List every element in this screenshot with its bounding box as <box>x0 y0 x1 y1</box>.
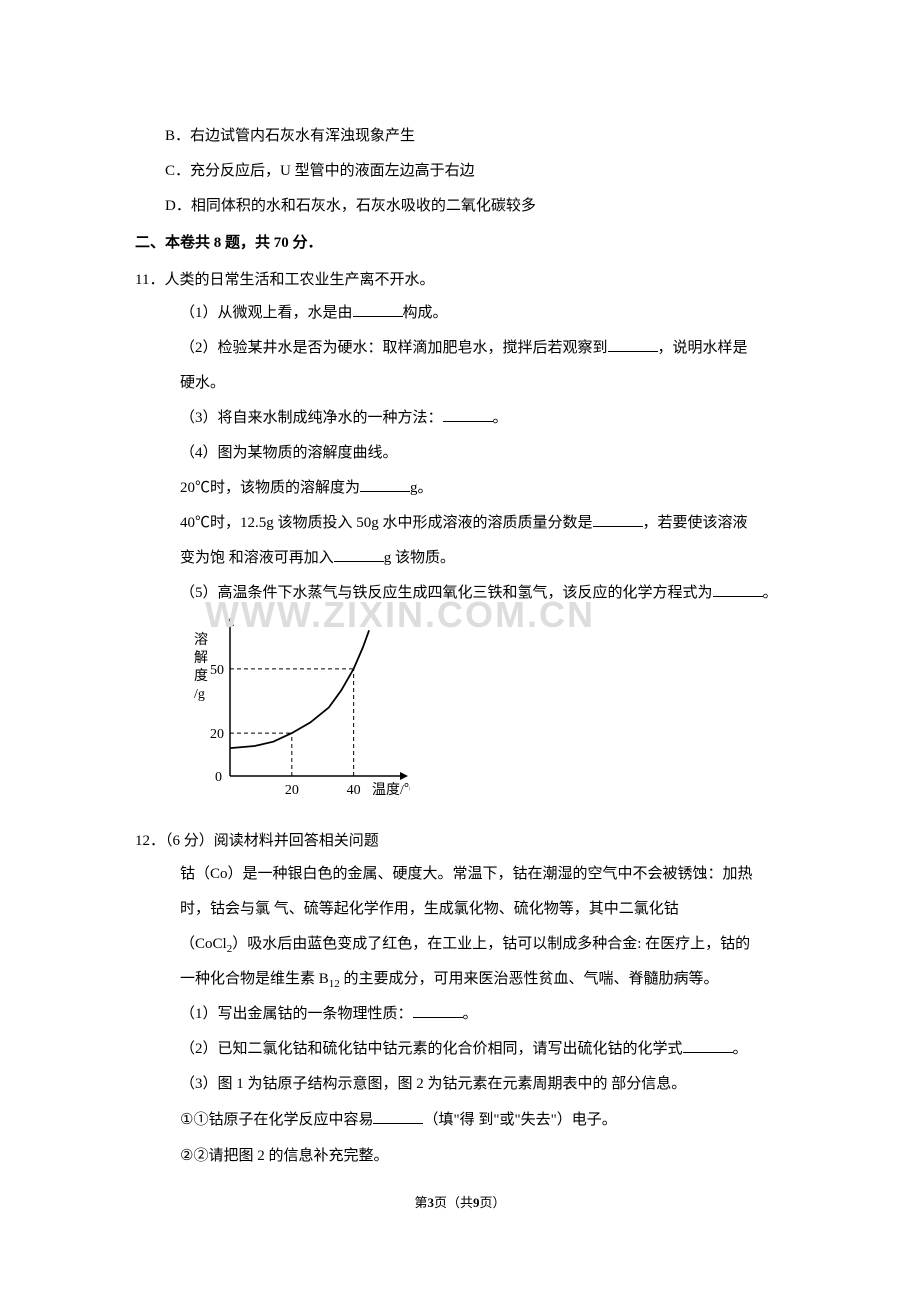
svg-text:温度/℃: 温度/℃ <box>372 782 410 798</box>
q11-p3a: （3）将自来水制成纯净水的一种方法： <box>180 410 443 426</box>
svg-text:50: 50 <box>210 663 224 678</box>
q12-body4a: 一种化合物是维生素 B <box>180 971 329 987</box>
q12-p2: （2）已知二氯化钴和硫化钴中钴元素的化合价相同，请写出硫化钴的化学式 。 <box>135 1033 785 1066</box>
q12-body3b: ）吸水后由蓝色变成了红色，在工业上，钴可以制成多种合金: 在医疗上，钴的 <box>232 936 750 952</box>
q11-p4b: 40℃时，12.5g 该物质投入 50g 水中形成溶液的溶质质量分数是 ，若要使该… <box>135 507 785 540</box>
footer-e: 页） <box>480 1195 506 1210</box>
q11-p4c: 变为饱 和溶液可再加入 g 该物质。 <box>135 542 785 575</box>
q12-body4: 一种化合物是维生素 B12 的主要成分，可用来医治恶性贫血、气喘、脊髓肋病等。 <box>135 963 785 996</box>
svg-text:0: 0 <box>215 770 222 785</box>
q11-p2a: （2）检验某井水是否为硬水：取样滴加肥皂水，搅拌后若观察到 <box>180 340 608 356</box>
q12-p1: （1）写出金属钴的一条物理性质： 。 <box>135 998 785 1031</box>
q11-p1: （1）从微观上看，水是由 构成。 <box>135 297 785 330</box>
q11-p2c: 硬水。 <box>135 367 785 400</box>
circled-2: ② <box>180 1147 193 1164</box>
svg-text:/g: /g <box>194 687 205 702</box>
q11-p1a: （1）从微观上看，水是由 <box>180 305 353 321</box>
blank <box>593 512 643 527</box>
svg-text:20: 20 <box>285 783 299 798</box>
q11-p4: （4）图为某物质的溶解度曲线。 <box>135 437 785 470</box>
q12-p3-2-text: ②请把图 2 的信息补充完整。 <box>193 1148 388 1164</box>
option-C: C．充分反应后，U 型管中的液面左边高于右边 <box>135 155 785 188</box>
q12-p1a: （1）写出金属钴的一条物理性质： <box>180 1006 413 1022</box>
q11-p2b: ，说明水样是 <box>658 340 748 356</box>
option-B: B．右边试管内石灰水有浑浊现象产生 <box>135 120 785 153</box>
q12-p2a: （2）已知二氯化钴和硫化钴中钴元素的化合价相同，请写出硫化钴的化学式 <box>180 1041 683 1057</box>
footer-a: 第 <box>414 1195 427 1210</box>
section-2-title: 二、本卷共 8 题，共 70 分． <box>135 227 785 260</box>
blank <box>353 302 403 317</box>
q11-p3: （3）将自来水制成纯净水的一种方法： 。 <box>135 402 785 435</box>
page-footer: 第3页（共9页） <box>135 1189 785 1218</box>
q11-p4bd: g 该物质。 <box>384 550 455 566</box>
q12-body1: 钴（Co）是一种银白色的金属、硬度大。常温下，钴在潮湿的空气中不会被锈蚀：加热 <box>135 858 785 891</box>
q11-p4a: 20℃时，该物质的溶解度为 g。 <box>135 472 785 505</box>
q12-p3-1a: ①钴原子在化学反应中容易 <box>193 1112 373 1128</box>
svg-text:度: 度 <box>194 668 208 684</box>
blank <box>713 582 763 597</box>
sub-12: 12 <box>329 978 340 990</box>
svg-text:40: 40 <box>347 783 361 798</box>
q11-p5b: 。 <box>763 585 778 601</box>
q11-p4bb: ，若要使该溶液 <box>643 515 748 531</box>
q12-p3-1: ①①钴原子在化学反应中容易 （填"得 到"或"失去"）电子。 <box>135 1103 785 1137</box>
blank <box>608 337 658 352</box>
q12-p1b: 。 <box>463 1006 478 1022</box>
q12-body2: 时，钴会与氯 气、硫等起化学作用，生成氯化物、硫化物等，其中二氯化钴 <box>135 893 785 926</box>
q11-p2: （2）检验某井水是否为硬水：取样滴加肥皂水，搅拌后若观察到 ，说明水样是 <box>135 332 785 365</box>
q12-p3-1b: （填"得 到"或"失去"）电子。 <box>423 1112 616 1128</box>
blank <box>373 1109 423 1124</box>
q12-p3-2: ②②请把图 2 的信息补充完整。 <box>135 1139 785 1173</box>
q11-p1b: 构成。 <box>403 305 448 321</box>
q12-body3: （CoCl2）吸水后由蓝色变成了红色，在工业上，钴可以制成多种合金: 在医疗上，… <box>135 928 785 961</box>
q11-p3b: 。 <box>493 410 508 426</box>
circled-1: ① <box>180 1111 193 1128</box>
q11-p4bc: 变为饱 和溶液可再加入 <box>180 550 334 566</box>
q11-p4aa: 20℃时，该物质的溶解度为 <box>180 480 360 496</box>
blank <box>334 547 384 562</box>
q12-p2b: 。 <box>733 1041 748 1057</box>
q12-body3a: （CoCl <box>180 936 227 952</box>
blank <box>413 1003 463 1018</box>
footer-c: 页（共 <box>434 1195 473 1210</box>
option-D: D．相同体积的水和石灰水，石灰水吸收的二氧化碳较多 <box>135 190 785 223</box>
q11-stem: 11．人类的日常生活和工农业生产离不开水。 <box>135 264 785 297</box>
q12-p3: （3）图 1 为钴原子结构示意图，图 2 为钴元素在元素周期表中的 部分信息。 <box>135 1068 785 1101</box>
watermark: WWW.ZIXIN.COM.CN <box>205 575 595 654</box>
blank <box>683 1038 733 1053</box>
q12-body4b: 的主要成分，可用来医治恶性贫血、气喘、脊髓肋病等。 <box>340 971 719 987</box>
q11-p5: WWW.ZIXIN.COM.CN （5）高温条件下水蒸气与铁反应生成四氧化三铁和… <box>135 577 785 610</box>
blank <box>360 477 410 492</box>
svg-text:20: 20 <box>210 727 224 742</box>
q12-stem: 12．（6 分）阅读材料并回答相关问题 <box>135 825 785 858</box>
q11-p4ba: 40℃时，12.5g 该物质投入 50g 水中形成溶液的溶质质量分数是 <box>180 515 593 531</box>
blank <box>443 407 493 422</box>
q11-p4ab: g。 <box>410 480 433 496</box>
